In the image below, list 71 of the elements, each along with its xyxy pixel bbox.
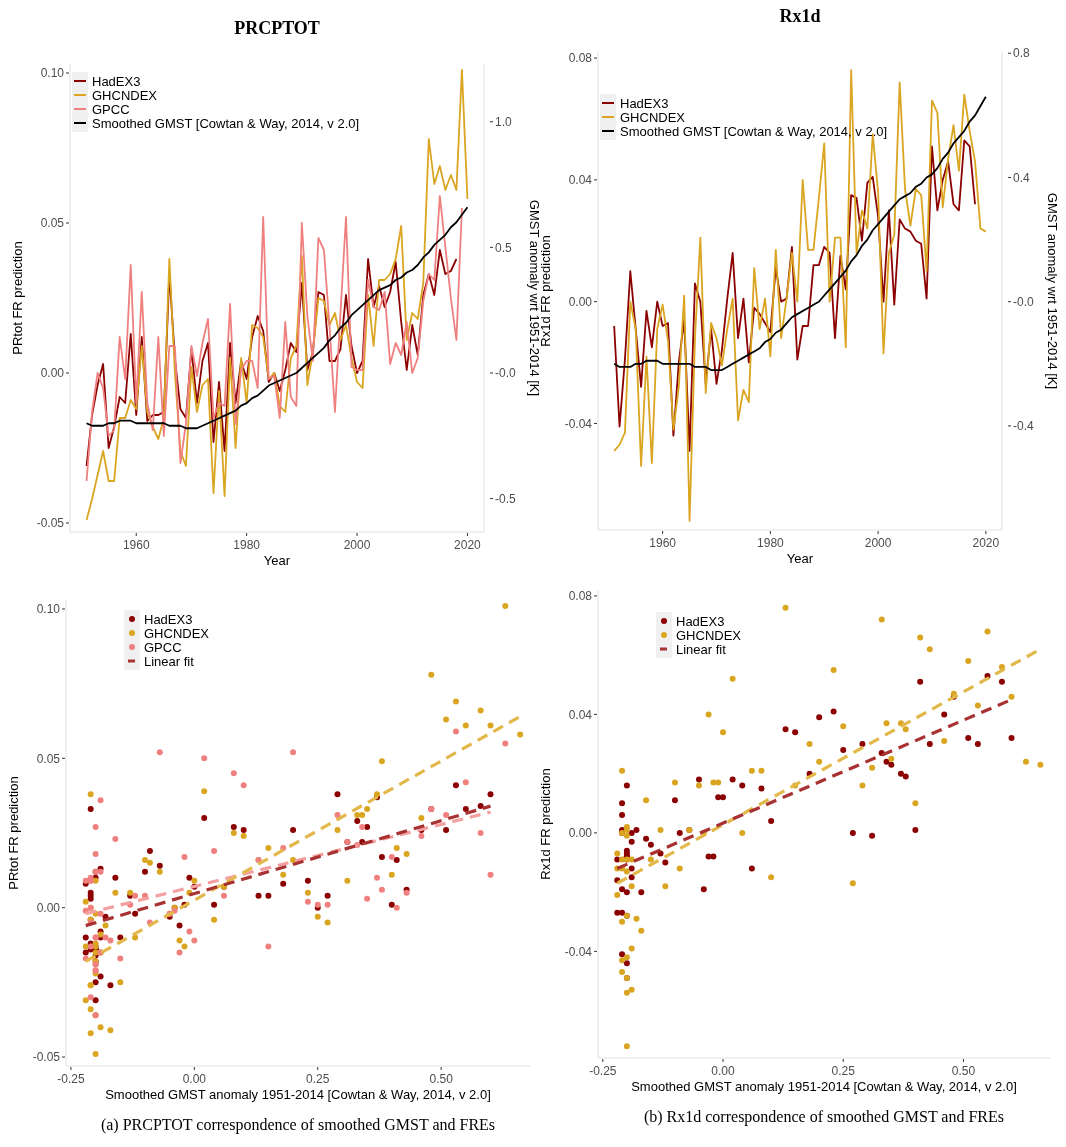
x-tick-label: -0.25 [57, 1072, 85, 1086]
y-tick-label: 0.04 [568, 173, 593, 188]
y-tick-label: 0.05 [40, 216, 65, 231]
chart-title: Rx1d [779, 6, 821, 26]
x-tick-label: 0.00 [182, 1072, 207, 1086]
y-tick-label: 0.00 [568, 294, 593, 309]
legend-label: GHCNDEX [676, 627, 742, 643]
y-tick-label: 0.04 [568, 707, 593, 722]
y-tick-label: -0.05 [32, 1050, 61, 1065]
x-tick-label: 1960 [122, 538, 150, 552]
y-tick-label: 0.10 [40, 66, 65, 81]
x-axis-title: Year [263, 553, 291, 568]
y-axis-title: Rx1d FR prediction [538, 768, 553, 880]
y2-tick-label: -0.5 [495, 491, 516, 506]
y-tick-label: 0.08 [568, 51, 593, 66]
y2-tick-label: 0.5 [495, 240, 513, 255]
x-tick-label: 2000 [864, 536, 892, 550]
legend-label: HadEX3 [92, 73, 141, 89]
chart-title: PRCPTOT [234, 18, 320, 38]
line-series [613, 69, 987, 522]
x-tick-label: -0.25 [589, 1064, 617, 1078]
y2-tick-label: -0.0 [495, 366, 516, 381]
y-tick-label: 0.00 [40, 366, 65, 381]
x-tick-label: 2020 [972, 536, 1000, 550]
legend-label: HadEX3 [676, 613, 725, 629]
y-axis-title: PRtot FR prediction [10, 241, 25, 355]
line-series [613, 139, 976, 452]
legend-label: HadEX3 [620, 95, 669, 111]
x-axis-title: Smoothed GMST anomaly 1951-2014 [Cowtan & Way, 2014, v 2.0] [631, 1079, 1017, 1094]
y-tick-label: 0.10 [36, 602, 61, 617]
legend-label: Smoothed GMST [Cowtan & Way, 2014, v 2.0] [92, 115, 360, 131]
line-series [85, 69, 469, 521]
legend-label: GPCC [92, 101, 130, 117]
y2-tick-label: 0.8 [1013, 46, 1031, 61]
y-tick-label: 0.00 [36, 900, 61, 915]
legend-label: Linear fit [676, 641, 727, 657]
x-tick-label: 0.00 [711, 1064, 736, 1078]
y-tick-label: -0.04 [564, 416, 593, 431]
x-axis-title: Year [786, 551, 814, 566]
y-tick-label: 0.05 [36, 751, 61, 766]
text: (a) PRCPTOT correspondence of smoothed GMST and FREs [100, 1116, 496, 1134]
x-tick-label: 1980 [233, 538, 261, 552]
x-tick-label: 0.25 [306, 1072, 330, 1086]
x-tick-label: 2000 [343, 538, 371, 552]
y2-tick-label: -0.4 [1013, 419, 1034, 434]
y2-tick-label: 1.0 [495, 114, 513, 129]
y-tick-label: -0.05 [36, 516, 65, 531]
line-series [85, 206, 469, 430]
x-tick-label: 2020 [454, 538, 482, 552]
y-axis-title: PRtot FR prediction [6, 776, 21, 890]
x-tick-label: 1960 [649, 536, 677, 550]
x-tick-label: 1980 [757, 536, 785, 550]
legend-label: GPCC [144, 639, 182, 655]
legend-label: HadEX3 [144, 611, 193, 627]
legend-label: GHCNDEX [144, 625, 210, 641]
line-series [85, 195, 463, 482]
x-tick-label: 0.50 [429, 1072, 454, 1086]
text: (b) Rx1d correspondence of smoothed GMST and FREs [643, 1108, 1005, 1126]
x-tick-label: 0.25 [831, 1064, 856, 1078]
y2-tick-label: -0.0 [1013, 294, 1034, 309]
legend-label: GHCNDEX [620, 109, 686, 125]
legend-label: Linear fit [144, 653, 195, 669]
line-series [613, 95, 987, 371]
y-tick-label: 0.00 [568, 826, 593, 841]
legend-label: GHCNDEX [92, 87, 158, 103]
x-axis-title: Smoothed GMST anomaly 1951-2014 [Cowtan & Way, 2014, v 2.0] [105, 1087, 491, 1102]
y-tick-label: -0.04 [564, 944, 593, 959]
y-tick-label: 0.08 [568, 589, 593, 604]
y2-axis-title: GMST anomaly wrt 1951-2014 [K] [1045, 192, 1060, 390]
x-tick-label: 0.50 [951, 1064, 976, 1078]
y2-tick-label: 0.4 [1013, 170, 1031, 185]
